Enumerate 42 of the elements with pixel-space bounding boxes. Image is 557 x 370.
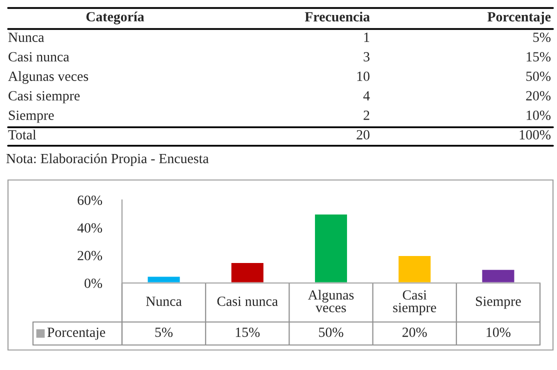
bar [480,268,516,283]
data-label: 15% [526,52,551,62]
data-label: 1 [364,32,370,42]
data-label: 4 [363,91,370,100]
category-label: Casi nunca [8,52,70,62]
x-tick-label: Casi nunca [217,296,278,306]
text: Porcentaje [487,12,551,24]
y-tick-label: 40% [77,223,102,233]
data-label: 3 [364,52,370,62]
data-label: 20 [356,130,370,140]
x-tick-label: Siempre [476,296,521,309]
data-label: 15% [236,328,260,338]
y-tick-label: 0% [84,278,102,288]
category-label: Total [8,130,36,140]
category-label: Siempre [8,110,54,123]
bar [314,213,348,283]
data-label: 100% [520,130,551,140]
data-label: 5% [533,32,551,42]
text: Categoría [86,12,144,24]
bar [230,262,265,283]
category-label: Algunas veces [8,71,88,84]
data-label: 50% [319,328,344,338]
y-tick-label: 60% [78,196,102,205]
data-label: 20% [526,91,551,101]
x-tick-label: Algunas veces [308,290,354,312]
x-tick-label: Casi siempre [393,290,436,316]
data-label: 10% [486,328,510,338]
data-label: 10 [357,72,370,81]
data-label: 10% [526,110,551,120]
data-label: 50% [526,72,551,82]
data-label: 5% [155,328,173,338]
text: Porcentaje [47,328,106,340]
text: Frecuencia [304,12,370,22]
category-label: Nunca [8,32,44,42]
bar [397,254,432,283]
bar [146,275,182,283]
y-tick-label: 20% [78,250,102,260]
category-label: Casi siempre [8,91,80,104]
data-label: 2 [364,110,370,120]
text: Nota: Elaboración Propia - Encuesta [6,153,209,166]
x-tick-label: Nunca [146,296,182,306]
data-label: 20% [402,328,427,338]
